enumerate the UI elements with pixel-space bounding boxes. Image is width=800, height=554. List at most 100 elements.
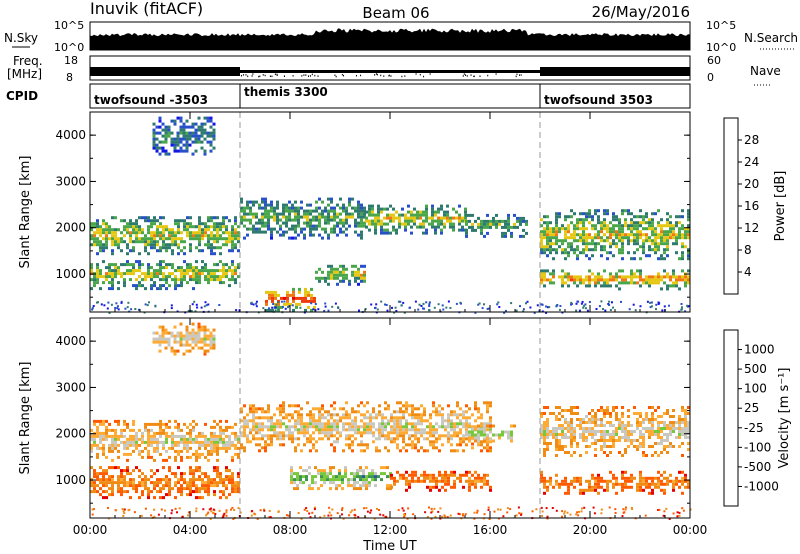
- range-time-cell: [471, 425, 474, 429]
- range-time-cell: [687, 421, 690, 424]
- range-time-cell: [201, 260, 204, 264]
- range-time-cell: [486, 401, 489, 405]
- range-time-cell: [288, 413, 291, 417]
- range-time-cell: [456, 422, 459, 426]
- range-time-cell: [585, 218, 588, 222]
- range-time-cell: [687, 485, 690, 489]
- range-time-cell: [183, 437, 186, 441]
- range-time-cell: [639, 488, 642, 492]
- range-time-cell: [678, 479, 681, 483]
- range-time-cell: [105, 234, 108, 238]
- range-time-cell: [195, 507, 198, 510]
- range-time-cell: [609, 415, 612, 418]
- range-time-cell: [600, 284, 603, 288]
- range-time-cell: [432, 404, 435, 408]
- range-time-cell: [417, 416, 420, 420]
- range-time-cell: [291, 416, 294, 420]
- range-time-cell: [552, 281, 555, 285]
- beam-title: Beam 06: [362, 4, 429, 22]
- range-time-cell: [639, 278, 642, 282]
- range-time-cell: [433, 306, 436, 309]
- range-time-cell: [564, 409, 567, 412]
- range-time-cell: [663, 275, 666, 279]
- range-time-cell: [288, 215, 291, 219]
- range-time-cell: [453, 425, 456, 429]
- range-time-cell: [465, 437, 468, 441]
- range-time-cell: [252, 215, 255, 219]
- range-time-cell: [264, 230, 267, 234]
- freq-label-line1: Freq.: [13, 54, 43, 68]
- range-time-cell: [603, 442, 606, 445]
- range-time-cell: [144, 487, 147, 491]
- range-time-cell: [249, 221, 252, 225]
- range-time-cell: [195, 487, 198, 491]
- range-time-cell: [657, 433, 660, 436]
- range-time-cell: [327, 212, 330, 216]
- range-time-cell: [153, 487, 156, 491]
- range-time-cell: [213, 234, 216, 238]
- range-time-cell: [90, 449, 93, 453]
- range-time-cell: [345, 267, 348, 271]
- range-time-cell: [672, 421, 675, 424]
- range-time-cell: [393, 476, 396, 480]
- range-time-cell: [357, 233, 360, 237]
- range-time-cell: [423, 413, 426, 417]
- range-time-cell: [135, 440, 138, 444]
- range-time-cell: [446, 204, 449, 208]
- range-time-cell: [315, 227, 318, 231]
- range-time-cell: [535, 508, 538, 511]
- range-time-cell: [639, 445, 642, 448]
- range-time-cell: [606, 239, 609, 243]
- range-time-cell: [159, 422, 162, 426]
- range-time-cell: [621, 482, 624, 486]
- range-time-cell: [123, 452, 126, 456]
- range-time-cell: [314, 481, 317, 485]
- range-time-cell: [279, 218, 282, 222]
- range-time-cell: [174, 278, 177, 282]
- range-time-cell: [335, 487, 338, 491]
- range-time-cell: [186, 272, 189, 276]
- range-time-cell: [410, 225, 413, 229]
- range-time-cell: [189, 493, 192, 497]
- range-time-cell: [567, 254, 570, 258]
- range-time-cell: [188, 143, 192, 147]
- range-time-cell: [621, 224, 624, 228]
- range-time-cell: [312, 437, 315, 441]
- range-time-cell: [144, 475, 147, 479]
- range-time-cell: [540, 230, 543, 234]
- range-time-cell: [114, 275, 117, 279]
- range-time-cell: [167, 331, 171, 335]
- range-time-cell: [96, 452, 99, 456]
- range-time-cell: [588, 215, 591, 219]
- range-time-cell: [672, 409, 675, 412]
- range-time-cell: [549, 476, 552, 480]
- range-time-cell: [171, 443, 174, 447]
- range-time-cell: [669, 275, 672, 279]
- range-time-cell: [398, 216, 401, 220]
- range-time-cell: [429, 488, 432, 492]
- range-time-cell: [657, 482, 660, 486]
- range-time-cell: [567, 436, 570, 439]
- range-time-cell: [597, 242, 600, 246]
- range-time-cell: [403, 514, 406, 517]
- range-time-cell: [203, 131, 207, 135]
- range-time-cell: [459, 428, 462, 432]
- range-time-cell: [408, 428, 411, 432]
- range-time-cell: [129, 452, 132, 456]
- range-time-cell: [639, 224, 642, 228]
- range-time-cell: [555, 248, 558, 252]
- range-time-cell: [114, 266, 117, 270]
- range-time-cell: [545, 507, 548, 510]
- range-time-cell: [393, 440, 396, 444]
- range-time-cell: [267, 218, 270, 222]
- range-time-cell: [666, 245, 669, 249]
- range-time-cell: [449, 216, 452, 220]
- range-time-cell: [155, 131, 159, 135]
- range-time-cell: [274, 290, 277, 294]
- range-time-cell: [540, 424, 543, 427]
- range-time-cell: [330, 267, 333, 271]
- range-time-cell: [237, 446, 240, 450]
- range-time-cell: [144, 275, 147, 279]
- range-time-cell: [129, 440, 132, 444]
- range-time-cell: [546, 248, 549, 252]
